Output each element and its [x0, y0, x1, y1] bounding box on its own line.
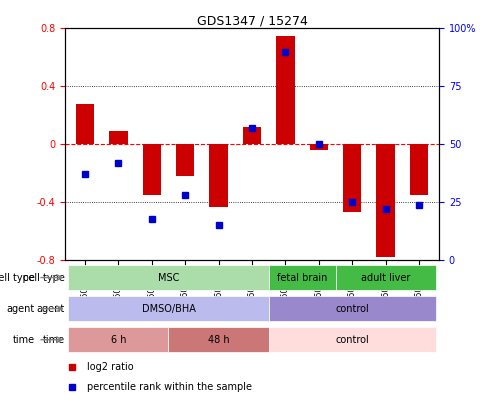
Text: control: control — [335, 335, 369, 345]
FancyBboxPatch shape — [68, 296, 268, 321]
FancyBboxPatch shape — [268, 265, 335, 290]
Bar — [343, 144, 361, 212]
Bar — [310, 144, 328, 150]
Text: control: control — [335, 304, 369, 313]
Text: percentile rank within the sample: percentile rank within the sample — [87, 382, 252, 392]
Bar — [76, 104, 94, 144]
Title: GDS1347 / 15274: GDS1347 / 15274 — [197, 14, 307, 27]
Text: time: time — [43, 335, 65, 345]
Bar — [410, 144, 428, 195]
Bar — [276, 36, 294, 144]
Text: 48 h: 48 h — [208, 335, 230, 345]
FancyBboxPatch shape — [169, 327, 268, 352]
FancyBboxPatch shape — [335, 265, 436, 290]
Text: adult liver: adult liver — [361, 273, 410, 283]
FancyBboxPatch shape — [68, 265, 268, 290]
Text: 6 h: 6 h — [111, 335, 126, 345]
Text: cell type: cell type — [23, 273, 65, 283]
Text: cell type: cell type — [0, 273, 35, 283]
Bar — [210, 144, 228, 207]
Text: time: time — [12, 335, 35, 345]
FancyBboxPatch shape — [268, 327, 436, 352]
Text: agent: agent — [6, 304, 35, 313]
Text: agent: agent — [36, 304, 65, 313]
Text: MSC: MSC — [158, 273, 179, 283]
Text: DMSO/BHA: DMSO/BHA — [142, 304, 196, 313]
Text: fetal brain: fetal brain — [277, 273, 327, 283]
Bar — [376, 144, 395, 257]
Bar — [109, 131, 128, 144]
FancyBboxPatch shape — [268, 296, 436, 321]
FancyBboxPatch shape — [68, 327, 169, 352]
Text: log2 ratio: log2 ratio — [87, 362, 134, 372]
Bar — [176, 144, 194, 176]
Bar — [143, 144, 161, 195]
Bar — [243, 127, 261, 144]
